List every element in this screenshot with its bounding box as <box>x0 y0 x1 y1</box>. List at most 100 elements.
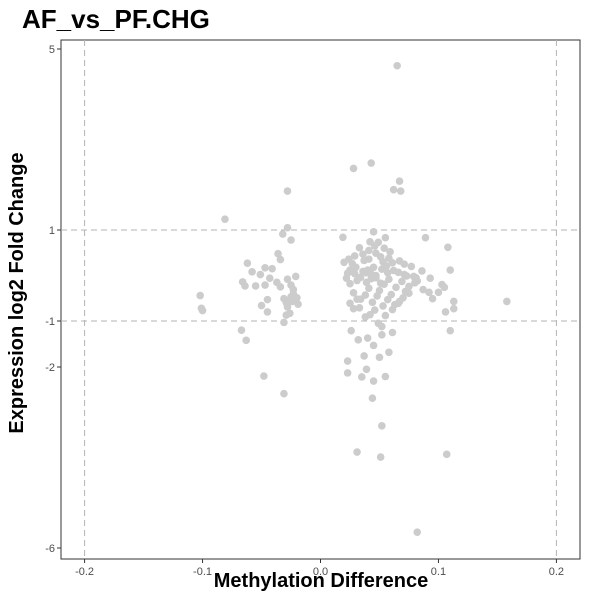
data-point <box>392 283 400 292</box>
data-point <box>256 270 265 279</box>
data-point <box>385 275 393 283</box>
data-point <box>370 306 379 314</box>
data-point <box>440 283 449 292</box>
data-point <box>383 268 392 277</box>
data-point <box>376 253 385 261</box>
data-point <box>388 328 397 337</box>
data-point <box>268 264 276 273</box>
data-point <box>369 341 378 350</box>
data-point <box>353 448 361 456</box>
data-point <box>265 274 274 283</box>
data-point <box>360 256 368 265</box>
data-point <box>359 250 367 258</box>
data-point <box>357 373 366 381</box>
y-axis: -6 -2 -1 1 5 <box>45 44 61 555</box>
data-point <box>376 279 385 288</box>
data-point <box>446 326 455 335</box>
data-point <box>243 259 252 268</box>
y-tick-label: -6 <box>45 543 55 555</box>
data-point <box>413 528 422 536</box>
data-point <box>283 187 292 195</box>
data-point <box>362 268 371 277</box>
chart-title: AF_vs_PF.CHG <box>22 4 210 34</box>
data-point <box>386 248 394 256</box>
x-tick-label: -0.1 <box>193 566 212 578</box>
data-point <box>282 311 291 319</box>
data-point <box>363 334 372 342</box>
data-point <box>241 282 249 290</box>
data-point <box>374 238 383 247</box>
data-point <box>368 298 377 307</box>
data-point <box>405 282 413 291</box>
data-point <box>350 269 359 278</box>
data-point <box>369 263 378 272</box>
data-point <box>283 223 292 232</box>
data-point <box>503 297 511 306</box>
data-point <box>446 266 455 274</box>
data-point <box>381 372 390 381</box>
data-point <box>389 185 398 194</box>
data-point <box>197 304 206 313</box>
data-point <box>355 304 364 312</box>
data-point <box>349 304 358 313</box>
data-point <box>396 187 405 195</box>
data-point <box>378 331 386 339</box>
data-point <box>346 279 354 288</box>
data-point <box>442 450 451 459</box>
data-point <box>343 357 352 365</box>
data-point <box>349 164 358 173</box>
data-point <box>428 294 437 303</box>
data-point <box>257 301 266 310</box>
data-point <box>375 353 384 362</box>
data-point <box>385 348 393 357</box>
y-tick-label: 1 <box>49 225 55 237</box>
data-point <box>441 308 450 316</box>
data-point <box>378 422 386 430</box>
data-point <box>421 233 430 242</box>
y-tick-label: 5 <box>49 44 55 56</box>
data-point <box>276 283 285 291</box>
data-point <box>366 310 374 319</box>
data-point <box>280 389 288 398</box>
y-tick-label: -1 <box>45 316 55 328</box>
data-point <box>280 318 288 327</box>
data-point <box>368 394 377 403</box>
data-point <box>393 61 401 70</box>
y-axis-title: Expression log2 Fold Change <box>6 152 28 433</box>
data-point <box>356 273 365 282</box>
data-point <box>362 365 371 374</box>
data-point <box>347 326 355 335</box>
data-point <box>283 275 292 283</box>
data-point <box>343 369 352 377</box>
data-point <box>373 292 381 300</box>
data-point <box>381 233 390 242</box>
x-tick-label: 0.0 <box>313 566 328 578</box>
data-point <box>261 263 269 272</box>
data-point <box>361 291 370 299</box>
data-point <box>348 259 357 268</box>
data-point <box>389 266 398 275</box>
data-point <box>355 243 364 252</box>
x-axis-title: Methylation Difference <box>214 570 428 592</box>
data-point <box>405 289 413 298</box>
data-point <box>382 262 391 270</box>
data-point <box>346 299 354 308</box>
data-point <box>449 297 458 306</box>
data-point <box>380 244 388 252</box>
data-point <box>274 249 282 258</box>
data-point <box>367 274 376 283</box>
data-point <box>283 303 292 311</box>
data-point <box>400 260 409 268</box>
data-point <box>398 277 406 286</box>
data-point <box>407 262 416 271</box>
data-point <box>365 284 373 293</box>
data-point <box>287 236 295 244</box>
data-point <box>418 267 426 275</box>
data-point <box>294 300 302 308</box>
data-point <box>379 302 387 310</box>
y-tick-label: -2 <box>45 362 55 374</box>
data-point <box>291 272 300 281</box>
data-point <box>237 326 246 335</box>
data-point <box>261 281 269 289</box>
